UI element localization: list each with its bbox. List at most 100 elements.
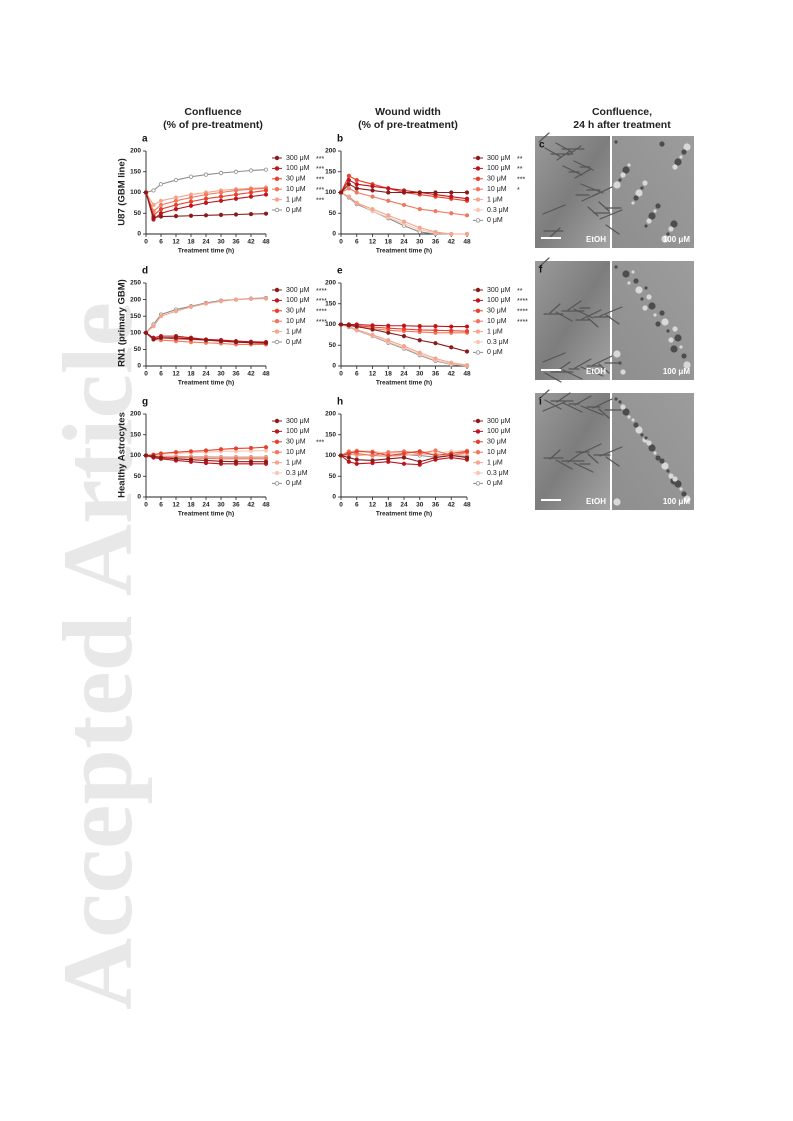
data-point: [464, 324, 470, 329]
data-point: [173, 309, 179, 314]
legend-marker: [274, 418, 280, 424]
y-tick-label: 100: [325, 189, 336, 196]
legend-marker: [475, 155, 481, 161]
series-line: [145, 454, 266, 465]
cell: [622, 270, 630, 278]
panel-label: f: [539, 265, 543, 276]
legend-label: 300 μM: [286, 418, 310, 425]
cell: [618, 178, 622, 182]
cell: [661, 318, 669, 326]
significance: ***: [316, 177, 324, 184]
cell: [562, 402, 583, 413]
x-tick-label: 48: [463, 239, 471, 246]
cell: [549, 303, 561, 314]
series-line: [340, 455, 468, 466]
legend-marker: [274, 287, 280, 293]
data-point: [188, 213, 194, 218]
data-point: [386, 186, 391, 191]
data-point: [151, 188, 156, 193]
cell: [622, 408, 630, 416]
data-point: [464, 455, 470, 460]
series-line: [340, 323, 468, 366]
data-point: [263, 448, 269, 453]
data-point: [449, 328, 454, 333]
data-point: [188, 199, 194, 204]
data-point: [263, 340, 269, 345]
data-point: [248, 190, 254, 195]
cell: [556, 150, 571, 161]
x-tick-label: 6: [159, 371, 163, 378]
legend-marker: [274, 439, 280, 444]
legend-label: 10 μM: [286, 186, 306, 193]
data-point: [464, 449, 470, 454]
legend-label: 30 μM: [487, 439, 507, 446]
significance: **: [517, 156, 523, 163]
legend-label: 0 μM: [487, 480, 503, 487]
cell: [653, 313, 657, 317]
legend-label: 300 μM: [487, 155, 511, 162]
cell: [674, 158, 682, 166]
cell: [574, 358, 592, 369]
data-point: [173, 177, 179, 183]
data-point: [370, 458, 375, 463]
x-tick-label: 36: [232, 371, 240, 378]
legend-label: 0.3 μM: [286, 470, 308, 477]
x-tick-label: 36: [432, 239, 440, 246]
cell: [614, 140, 618, 144]
legend-marker: [475, 429, 481, 434]
y-tick-label: 250: [130, 280, 141, 287]
legend-marker: [274, 481, 280, 486]
data-point: [248, 459, 254, 464]
data-point: [449, 360, 454, 365]
legend-marker: [475, 298, 481, 303]
cell: [672, 476, 678, 482]
y-tick-label: 0: [137, 363, 141, 370]
data-point: [263, 192, 269, 197]
legend-marker: [475, 329, 481, 334]
y-tick-label: 50: [329, 342, 337, 349]
legend-label: 1 μM: [286, 196, 302, 203]
cell: [613, 350, 621, 358]
data-point: [218, 190, 224, 195]
x-tick-label: 0: [144, 239, 148, 246]
data-point: [158, 182, 164, 187]
cell: [672, 326, 678, 332]
legend-label: 0.3 μM: [487, 339, 509, 346]
data-point: [386, 450, 391, 455]
data-point: [233, 459, 239, 464]
data-point: [449, 190, 454, 195]
panel-label: e: [337, 266, 343, 277]
data-point: [464, 190, 470, 195]
y-tick-label: 200: [325, 148, 336, 155]
legend-label: 0 μM: [286, 339, 302, 346]
x-tick-label: 42: [247, 239, 255, 246]
series-line: [145, 446, 267, 457]
cell: [681, 353, 687, 359]
cell: [544, 372, 562, 383]
cell: [614, 397, 618, 401]
data-point: [158, 198, 164, 203]
y-tick-label: 200: [130, 411, 141, 418]
data-point: [233, 169, 239, 174]
data-point: [386, 453, 391, 458]
data-point: [386, 198, 391, 203]
data-point: [151, 202, 156, 208]
cell: [542, 204, 566, 215]
legend-label: 0 μM: [286, 480, 302, 487]
x-tick-label: 0: [339, 502, 343, 509]
x-tick-label: 24: [400, 239, 408, 246]
series-line: [340, 450, 468, 457]
cell: [666, 232, 670, 236]
cell: [683, 495, 691, 503]
data-point: [173, 335, 179, 340]
series-line: [145, 192, 267, 218]
x-tick-label: 24: [400, 371, 408, 378]
data-point: [218, 212, 224, 218]
data-point: [263, 459, 269, 464]
data-point: [354, 461, 359, 466]
image-label: 100 μM: [663, 367, 690, 376]
data-point: [203, 200, 209, 205]
series-line: [340, 323, 468, 332]
series-line: [145, 332, 267, 343]
